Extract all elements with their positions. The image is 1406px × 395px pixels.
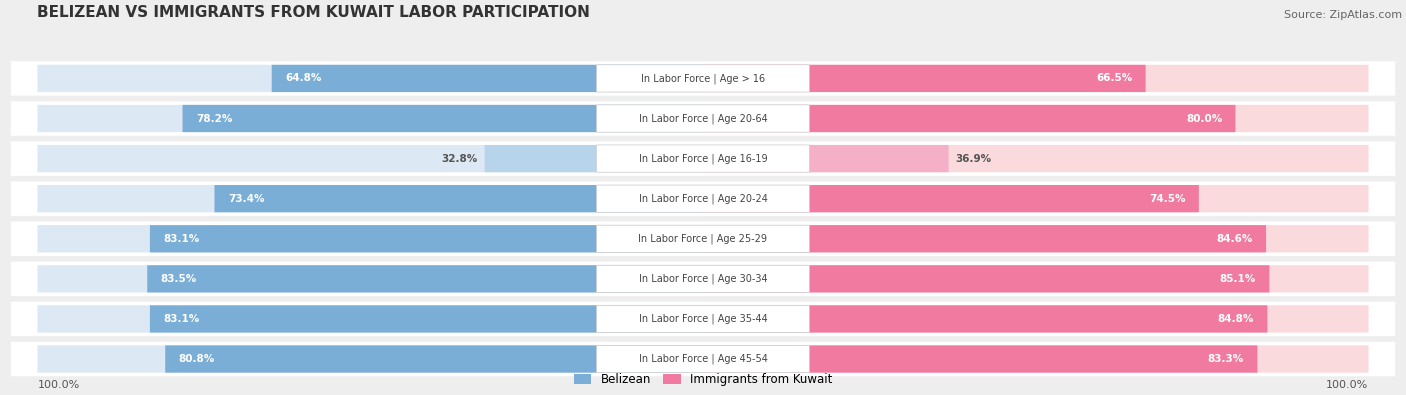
Text: 100.0%: 100.0% — [38, 380, 80, 390]
FancyBboxPatch shape — [703, 225, 1368, 252]
Text: 83.5%: 83.5% — [160, 274, 197, 284]
FancyBboxPatch shape — [38, 105, 703, 132]
FancyBboxPatch shape — [703, 305, 1267, 333]
FancyBboxPatch shape — [703, 265, 1270, 292]
FancyBboxPatch shape — [215, 185, 703, 212]
FancyBboxPatch shape — [148, 265, 703, 292]
FancyBboxPatch shape — [703, 65, 1146, 92]
FancyBboxPatch shape — [38, 185, 703, 212]
FancyBboxPatch shape — [703, 145, 1368, 172]
Text: 85.1%: 85.1% — [1220, 274, 1256, 284]
FancyBboxPatch shape — [11, 101, 1395, 136]
Text: 83.3%: 83.3% — [1208, 354, 1244, 364]
Text: Source: ZipAtlas.com: Source: ZipAtlas.com — [1284, 10, 1402, 20]
FancyBboxPatch shape — [596, 265, 810, 292]
FancyBboxPatch shape — [150, 305, 703, 333]
FancyBboxPatch shape — [485, 145, 703, 172]
Legend: Belizean, Immigrants from Kuwait: Belizean, Immigrants from Kuwait — [569, 368, 837, 391]
FancyBboxPatch shape — [596, 65, 810, 92]
Text: 80.0%: 80.0% — [1185, 113, 1222, 124]
FancyBboxPatch shape — [271, 65, 703, 92]
FancyBboxPatch shape — [11, 141, 1395, 176]
Text: In Labor Force | Age 35-44: In Labor Force | Age 35-44 — [638, 314, 768, 324]
Text: 36.9%: 36.9% — [955, 154, 991, 164]
FancyBboxPatch shape — [38, 145, 703, 172]
Text: 83.1%: 83.1% — [163, 314, 200, 324]
Text: 73.4%: 73.4% — [228, 194, 264, 204]
FancyBboxPatch shape — [183, 105, 703, 132]
FancyBboxPatch shape — [703, 265, 1368, 292]
FancyBboxPatch shape — [11, 261, 1395, 296]
FancyBboxPatch shape — [11, 61, 1395, 96]
Text: 74.5%: 74.5% — [1149, 194, 1185, 204]
Text: In Labor Force | Age 25-29: In Labor Force | Age 25-29 — [638, 233, 768, 244]
FancyBboxPatch shape — [150, 225, 703, 252]
Text: In Labor Force | Age 30-34: In Labor Force | Age 30-34 — [638, 274, 768, 284]
FancyBboxPatch shape — [703, 185, 1199, 212]
FancyBboxPatch shape — [38, 345, 703, 372]
FancyBboxPatch shape — [596, 345, 810, 372]
Text: 84.8%: 84.8% — [1218, 314, 1254, 324]
FancyBboxPatch shape — [166, 345, 703, 372]
Text: 66.5%: 66.5% — [1097, 73, 1132, 83]
FancyBboxPatch shape — [703, 225, 1265, 252]
Text: 78.2%: 78.2% — [195, 113, 232, 124]
FancyBboxPatch shape — [596, 105, 810, 132]
Text: 100.0%: 100.0% — [1326, 380, 1368, 390]
FancyBboxPatch shape — [38, 65, 703, 92]
Text: In Labor Force | Age 20-64: In Labor Force | Age 20-64 — [638, 113, 768, 124]
Text: In Labor Force | Age 20-24: In Labor Force | Age 20-24 — [638, 194, 768, 204]
FancyBboxPatch shape — [703, 105, 1236, 132]
FancyBboxPatch shape — [11, 302, 1395, 336]
FancyBboxPatch shape — [38, 225, 703, 252]
FancyBboxPatch shape — [703, 185, 1368, 212]
Text: 64.8%: 64.8% — [285, 73, 322, 83]
Text: 84.6%: 84.6% — [1216, 234, 1253, 244]
FancyBboxPatch shape — [11, 222, 1395, 256]
Text: 83.1%: 83.1% — [163, 234, 200, 244]
Text: BELIZEAN VS IMMIGRANTS FROM KUWAIT LABOR PARTICIPATION: BELIZEAN VS IMMIGRANTS FROM KUWAIT LABOR… — [38, 5, 591, 20]
FancyBboxPatch shape — [596, 305, 810, 333]
Text: In Labor Force | Age 16-19: In Labor Force | Age 16-19 — [638, 153, 768, 164]
FancyBboxPatch shape — [38, 305, 703, 333]
FancyBboxPatch shape — [703, 65, 1368, 92]
Text: In Labor Force | Age > 16: In Labor Force | Age > 16 — [641, 73, 765, 84]
FancyBboxPatch shape — [38, 265, 703, 292]
FancyBboxPatch shape — [703, 345, 1368, 372]
FancyBboxPatch shape — [596, 225, 810, 252]
Text: In Labor Force | Age 45-54: In Labor Force | Age 45-54 — [638, 354, 768, 364]
FancyBboxPatch shape — [703, 305, 1368, 333]
FancyBboxPatch shape — [596, 145, 810, 172]
FancyBboxPatch shape — [11, 181, 1395, 216]
FancyBboxPatch shape — [11, 342, 1395, 376]
FancyBboxPatch shape — [596, 185, 810, 212]
Text: 32.8%: 32.8% — [441, 154, 478, 164]
FancyBboxPatch shape — [703, 145, 949, 172]
FancyBboxPatch shape — [703, 105, 1368, 132]
Text: 80.8%: 80.8% — [179, 354, 215, 364]
FancyBboxPatch shape — [703, 345, 1257, 372]
